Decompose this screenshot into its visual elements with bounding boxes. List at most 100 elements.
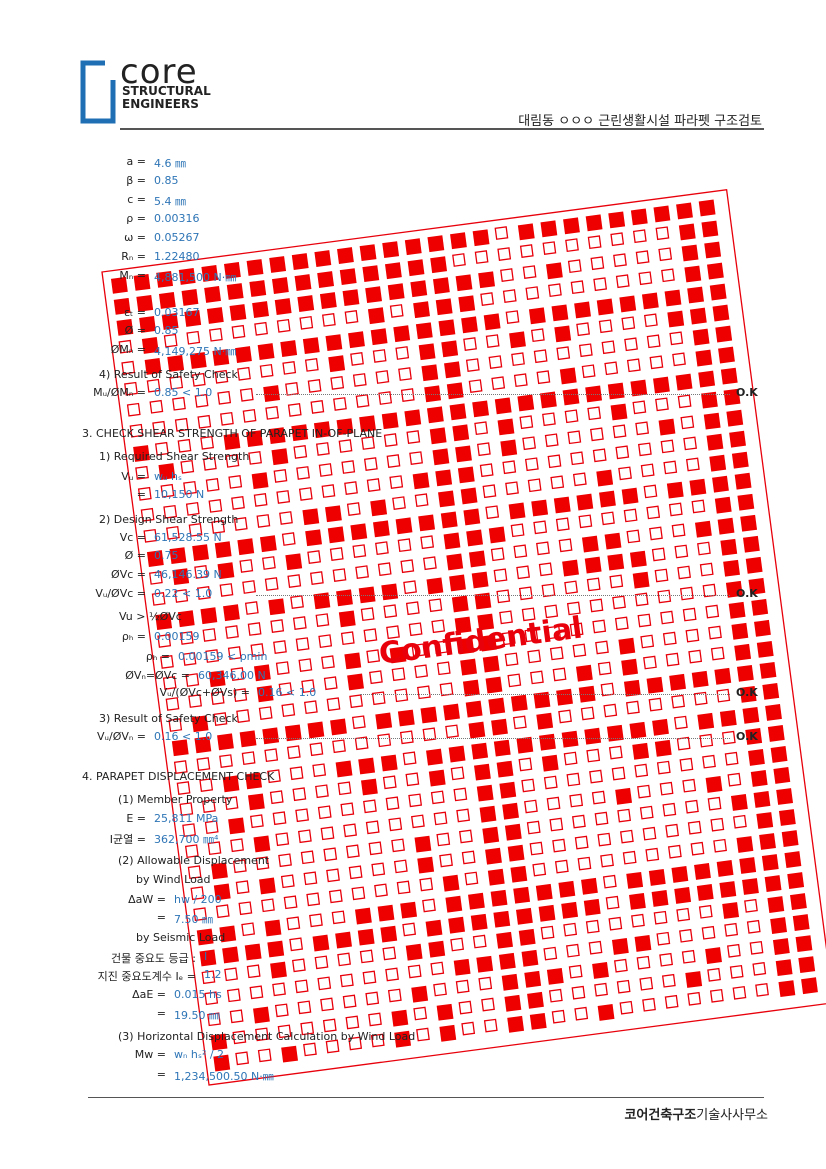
stamp-square [359, 244, 377, 262]
stamp-square [801, 977, 818, 995]
stamp-square [679, 757, 694, 772]
stamp-square [232, 859, 247, 874]
stamp-square [561, 730, 579, 748]
stamp-square [629, 892, 646, 910]
stamp-square [323, 847, 338, 862]
stamp-square [174, 417, 189, 432]
stamp-square [516, 736, 534, 754]
stamp-square [392, 496, 406, 511]
stamp-square [442, 874, 460, 892]
stamp-group: Confidential [101, 189, 826, 1086]
stamp-square [507, 673, 522, 688]
stamp-square [445, 895, 463, 913]
line-label: = [156, 911, 166, 924]
stamp-square [320, 826, 335, 841]
line-value: I [204, 950, 208, 963]
stamp-square [607, 553, 625, 571]
leader [256, 394, 730, 395]
stamp-square [174, 589, 189, 603]
stamp-square [191, 372, 206, 387]
stamp-square [585, 919, 600, 934]
stamp-square [193, 907, 208, 922]
stamp-square [529, 1012, 547, 1030]
stamp-square [610, 232, 625, 247]
stamp-square [409, 451, 423, 465]
line-label: Vᵤ = [121, 470, 146, 483]
line-label: Ø = [124, 549, 146, 562]
stamp-square [347, 673, 364, 691]
stamp-square [518, 928, 536, 946]
stamp-square [345, 1015, 360, 1030]
stamp-square [584, 556, 602, 574]
stamp-square [194, 393, 209, 408]
stamp-square [597, 832, 612, 847]
stamp-square [658, 418, 676, 436]
line-label: Vᵤ/ØVc = [95, 587, 146, 600]
stamp-square [329, 547, 344, 561]
stamp-square [638, 271, 653, 286]
stamp-square [719, 881, 737, 898]
stamp-square [568, 964, 583, 979]
stamp-square [331, 910, 346, 925]
stamp-square [729, 964, 744, 979]
stamp-square [370, 1033, 385, 1048]
stamp-square [586, 748, 601, 763]
stamp-square [187, 865, 202, 880]
stamp-square [179, 631, 194, 645]
stamp-square [184, 844, 199, 859]
stamp-square [307, 550, 322, 564]
stamp-square [430, 790, 445, 805]
stamp-square [680, 415, 695, 430]
stamp-square [533, 520, 548, 535]
stamp-square [151, 592, 166, 606]
stamp-square [646, 334, 661, 349]
stamp-square [158, 463, 176, 480]
stamp-square [179, 802, 194, 816]
stamp-square [192, 544, 209, 562]
stamp-square [244, 601, 259, 615]
stamp-square [655, 397, 669, 412]
stamp-square [264, 919, 282, 937]
stamp-square [149, 399, 164, 414]
stamp-square [564, 580, 578, 595]
stamp-square [734, 643, 752, 661]
stamp-square [487, 868, 505, 886]
stamp-square [622, 850, 637, 865]
stamp-square [307, 379, 322, 393]
stamp-square [258, 706, 273, 721]
line-label: (3) Horizontal Displacement Calculation … [118, 1030, 416, 1043]
line-value: 61,528.55 N [154, 531, 222, 544]
stamp-square [400, 559, 415, 574]
stamp-square [597, 1004, 615, 1021]
stamp-square [332, 568, 347, 582]
stamp-square [337, 781, 352, 796]
line-value: 25,811 MPa [154, 812, 219, 825]
stamp-square [259, 535, 277, 553]
stamp-square [432, 277, 450, 295]
stamp-square [565, 238, 579, 253]
stamp-square [238, 901, 253, 916]
stamp-square [532, 862, 547, 877]
line-value: 0.85 < 1.0 [154, 386, 213, 399]
stamp-square [541, 754, 559, 772]
stamp-square [591, 790, 606, 805]
stamp-square [671, 866, 689, 883]
stamp-square [470, 913, 488, 931]
stamp-square [578, 514, 593, 529]
stamp-square [339, 973, 354, 988]
line-label: 1) Required Shear Strength [99, 450, 250, 463]
stamp-square [701, 220, 719, 238]
stamp-square [658, 247, 673, 262]
line-value: hw / 200 [174, 893, 222, 906]
stamp-square [697, 541, 711, 556]
stamp-square [709, 988, 724, 1003]
stamp-square [665, 823, 679, 838]
stamp-square [136, 294, 154, 312]
stamp-square [424, 385, 442, 403]
stamp-square [559, 367, 577, 385]
stamp-square [137, 486, 152, 501]
line-label: εₜ = [124, 306, 146, 319]
stamp-square [228, 475, 243, 489]
stamp-square [226, 988, 241, 1003]
